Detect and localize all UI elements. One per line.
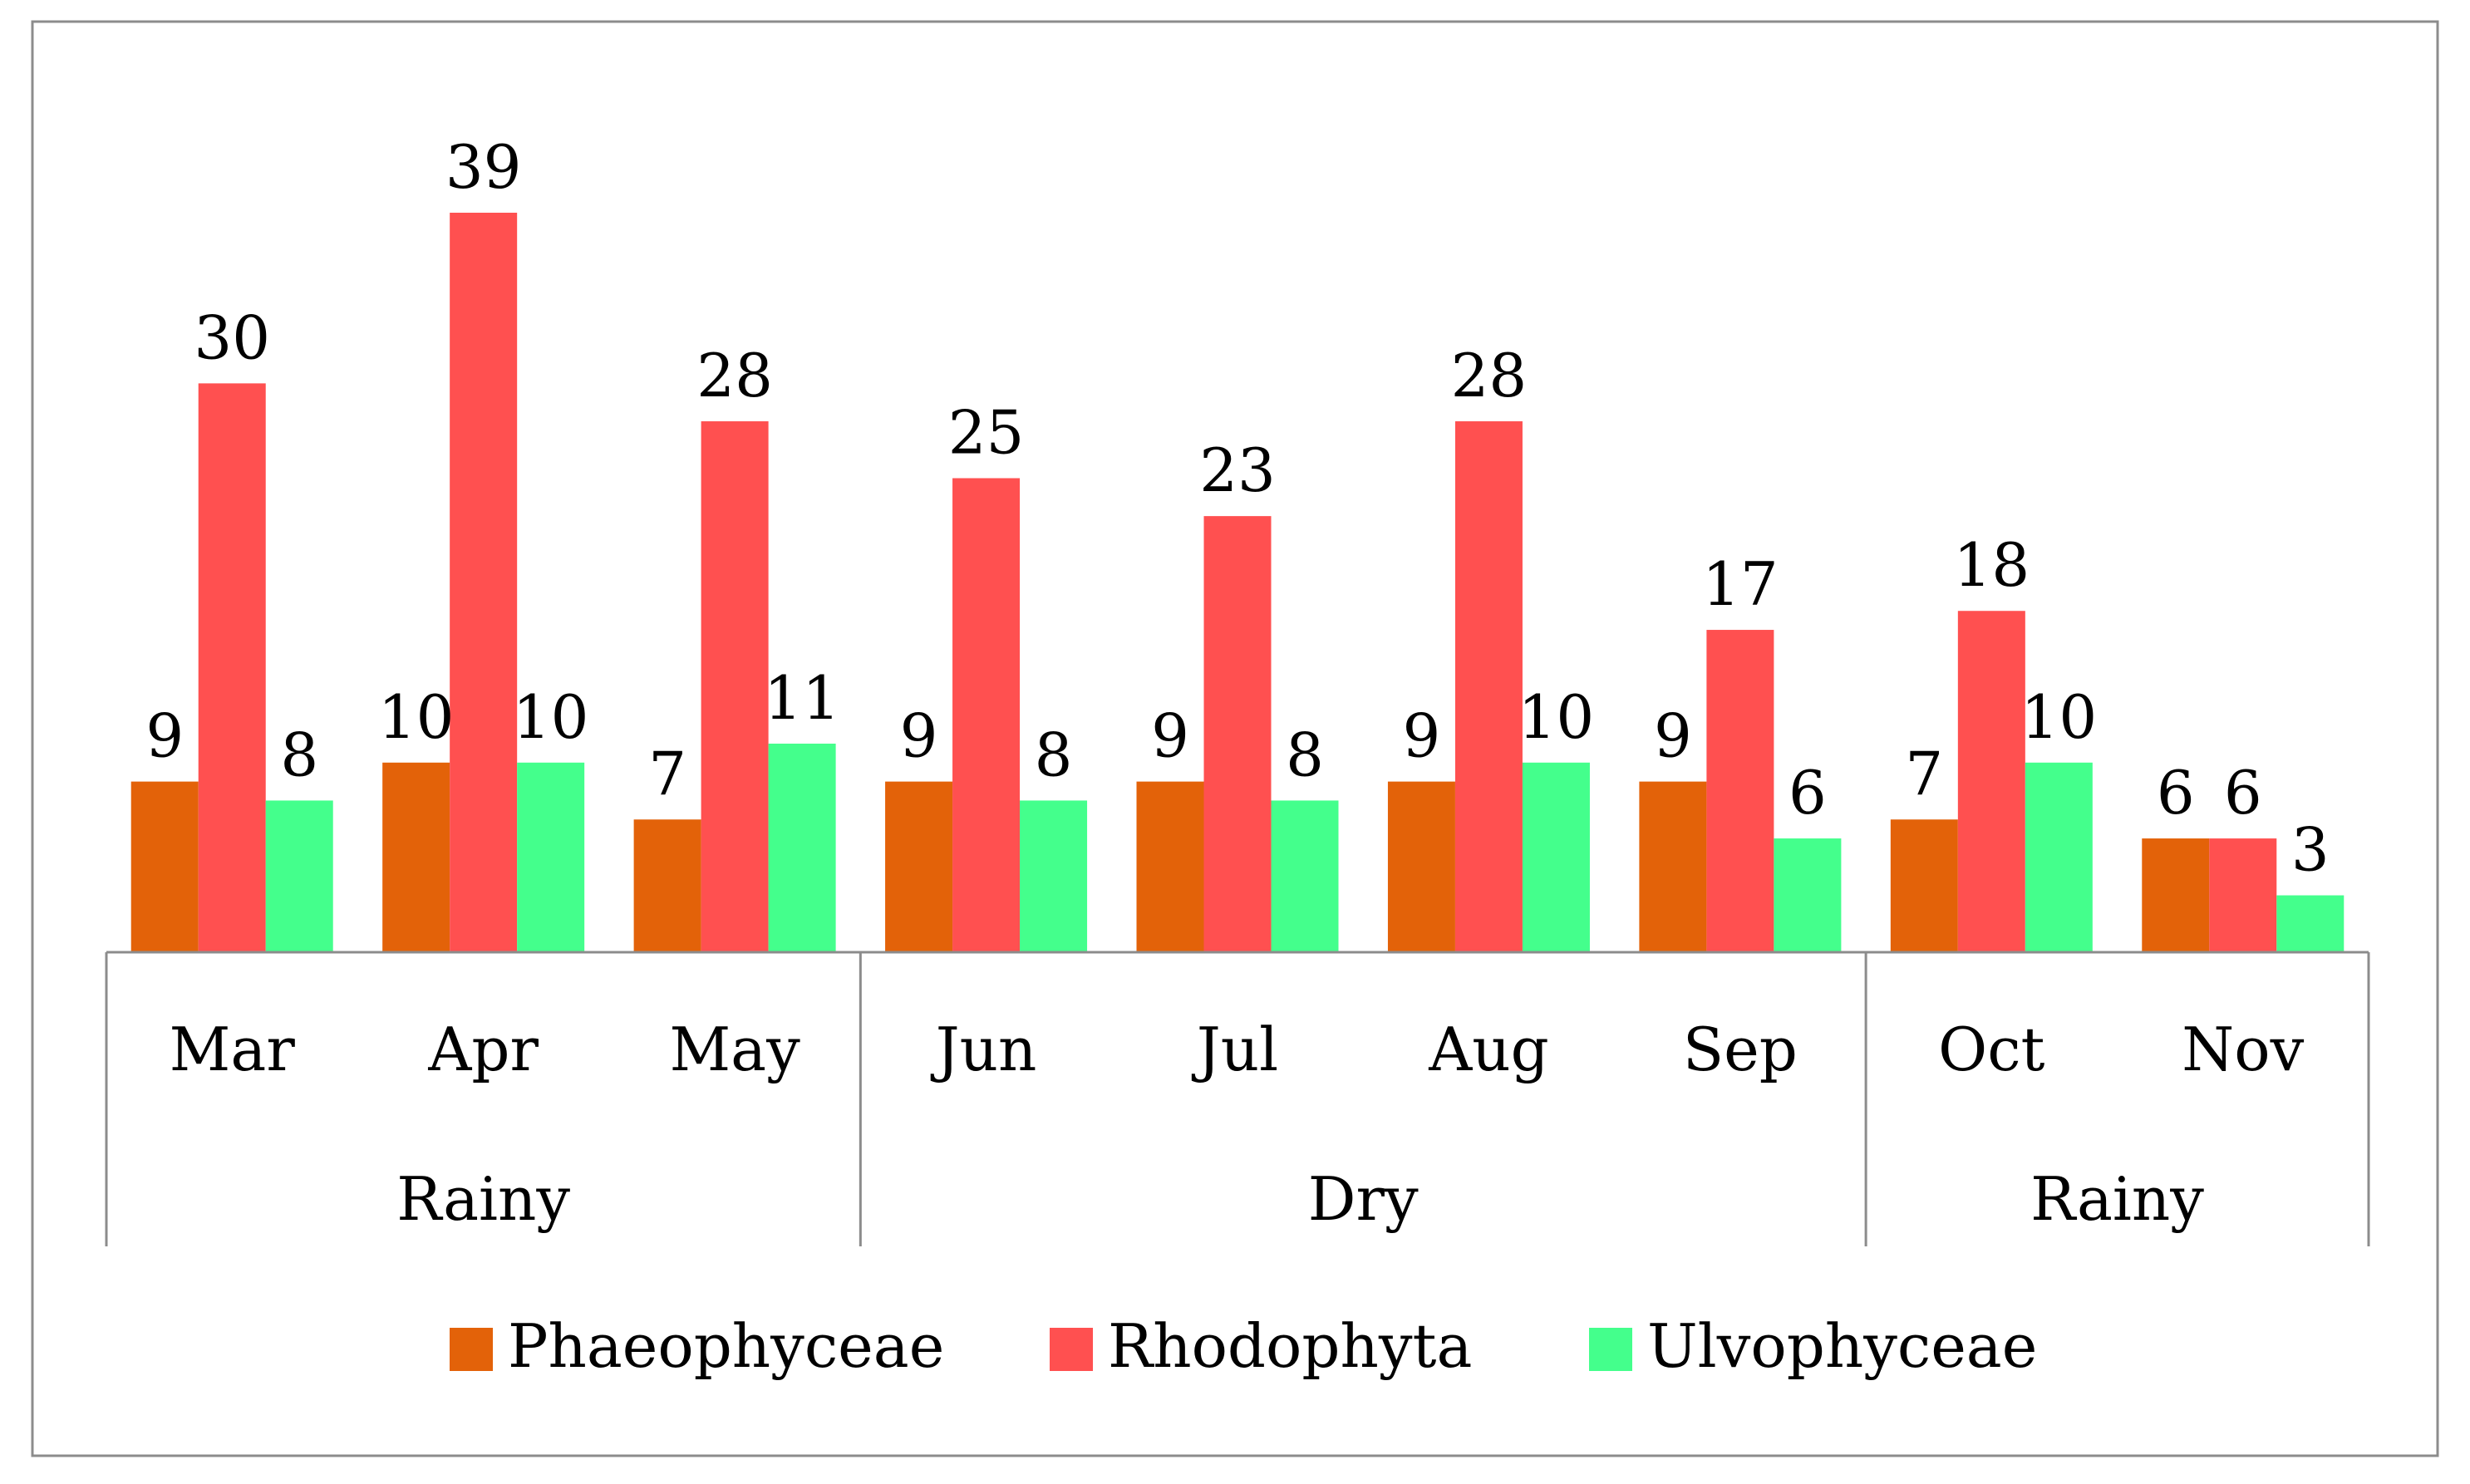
x-axis: Mar Apr May Jun Jul Aug Sep Oct Nov Rainy Dry Rainy	[105, 951, 2370, 1246]
tick-label-mar: Mar	[170, 1015, 296, 1084]
bar-rhodophyta-oct	[1957, 611, 2025, 952]
bar-rhodophyta-aug	[1454, 421, 1523, 952]
bar-rhodophyta-jun	[952, 478, 1021, 952]
tick-label-aug: Aug	[1428, 1015, 1548, 1084]
bar-rhodophyta-nov	[2209, 838, 2277, 952]
data-label-ulvophyceae-apr: 10	[513, 682, 589, 752]
tick-label-jun: Jun	[930, 1015, 1037, 1084]
data-label-rhodophyta-nov: 6	[2224, 758, 2262, 828]
bar-ulvophyceae-aug	[1522, 762, 1590, 952]
data-label-phaeophyceae-oct: 7	[1905, 739, 1943, 808]
legend-swatch-ulvophyceae	[1589, 1328, 1632, 1371]
data-label-ulvophyceae-may: 11	[764, 663, 840, 733]
group-label-rainy-0: Rainy	[396, 1164, 570, 1234]
data-label-phaeophyceae-jun: 9	[900, 701, 938, 771]
bar-ulvophyceae-nov	[2276, 895, 2345, 952]
data-label-rhodophyta-mar: 30	[194, 302, 270, 372]
bar-ulvophyceae-oct	[2025, 762, 2093, 952]
bar-ulvophyceae-jun	[1020, 800, 1088, 952]
bar-phaeophyceae-aug	[1387, 781, 1455, 952]
tick-label-oct: Oct	[1938, 1015, 2044, 1084]
data-label-rhodophyta-aug: 28	[1451, 341, 1528, 410]
bar-rhodophyta-mar	[198, 383, 266, 952]
data-label-ulvophyceae-sep: 6	[1789, 758, 1827, 828]
data-label-phaeophyceae-mar: 9	[145, 701, 184, 771]
legend-swatch-rhodophyta	[1050, 1328, 1093, 1371]
data-label-phaeophyceae-may: 7	[648, 739, 686, 808]
bar-ulvophyceae-may	[768, 743, 836, 952]
data-label-phaeophyceae-apr: 10	[378, 682, 455, 752]
bars-layer	[130, 213, 2345, 952]
data-label-phaeophyceae-nov: 6	[2157, 758, 2195, 828]
data-label-ulvophyceae-nov: 3	[2291, 815, 2330, 885]
bar-ulvophyceae-jul	[1271, 800, 1339, 952]
data-label-rhodophyta-jul: 23	[1199, 435, 1276, 505]
data-label-phaeophyceae-jul: 9	[1151, 701, 1189, 771]
group-label-dry-1: Dry	[1308, 1164, 1419, 1234]
data-label-rhodophyta-apr: 39	[445, 132, 522, 202]
bar-phaeophyceae-apr	[382, 762, 450, 952]
bar-phaeophyceae-nov	[2142, 838, 2210, 952]
tick-label-jul: Jul	[1191, 1015, 1278, 1084]
data-label-ulvophyceae-jun: 8	[1035, 720, 1073, 789]
bar-rhodophyta-jul	[1203, 516, 1272, 952]
data-label-ulvophyceae-jul: 8	[1286, 720, 1324, 789]
bar-ulvophyceae-sep	[1774, 838, 1842, 952]
tick-label-apr: Apr	[427, 1015, 539, 1084]
tick-label-sep: Sep	[1683, 1015, 1798, 1084]
bar-rhodophyta-sep	[1706, 630, 1774, 952]
data-label-ulvophyceae-mar: 8	[280, 720, 318, 789]
data-label-rhodophyta-sep: 17	[1702, 549, 1779, 619]
data-label-rhodophyta-may: 28	[696, 341, 773, 410]
group-label-rainy-2: Rainy	[2030, 1164, 2204, 1234]
bar-phaeophyceae-may	[633, 819, 701, 952]
data-label-phaeophyceae-sep: 9	[1654, 701, 1692, 771]
legend: Phaeophyceae Rhodophyta Ulvophyceae	[450, 1311, 2037, 1381]
bar-phaeophyceae-jun	[885, 781, 953, 952]
legend-label-ulvophyceae: Ulvophyceae	[1647, 1311, 2037, 1381]
bar-ulvophyceae-mar	[265, 800, 333, 952]
data-label-rhodophyta-jun: 25	[948, 397, 1025, 467]
legend-label-phaeophyceae: Phaeophyceae	[508, 1311, 944, 1381]
tick-label-may: May	[669, 1015, 800, 1084]
data-label-ulvophyceae-aug: 10	[1518, 682, 1595, 752]
tick-label-nov: Nov	[2182, 1015, 2304, 1084]
bar-phaeophyceae-mar	[130, 781, 199, 952]
bar-ulvophyceae-apr	[517, 762, 585, 952]
bar-phaeophyceae-jul	[1136, 781, 1204, 952]
bar-rhodophyta-may	[701, 421, 769, 952]
legend-swatch-phaeophyceae	[450, 1328, 493, 1371]
legend-label-rhodophyta: Rhodophyta	[1108, 1311, 1472, 1381]
data-label-ulvophyceae-oct: 10	[2021, 682, 2098, 752]
data-label-rhodophyta-oct: 18	[1954, 530, 2030, 600]
bar-phaeophyceae-oct	[1890, 819, 1958, 952]
bar-phaeophyceae-sep	[1639, 781, 1707, 952]
bar-rhodophyta-apr	[450, 213, 518, 952]
data-label-phaeophyceae-aug: 9	[1403, 701, 1441, 771]
